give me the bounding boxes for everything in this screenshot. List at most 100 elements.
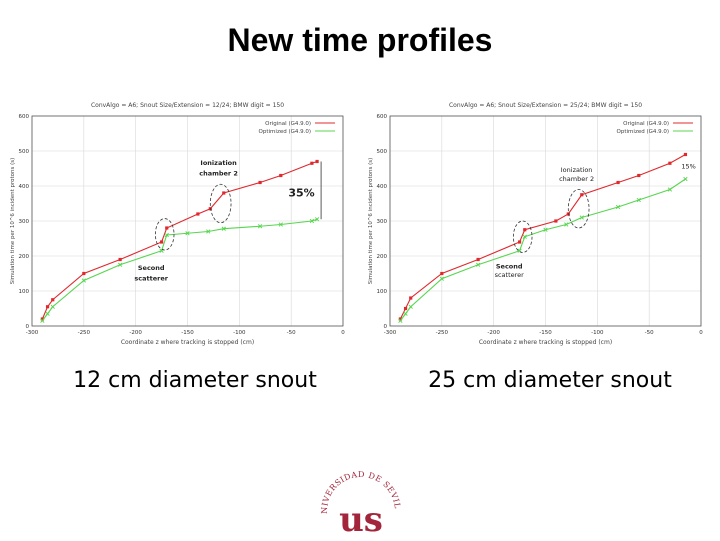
data-point (257, 224, 263, 229)
x-tick-label: -150 (539, 330, 552, 336)
data-point-stroke (278, 222, 283, 227)
chart-annotation: Ionization (561, 166, 593, 174)
slide-title: New time profiles (227, 22, 493, 58)
data-point (165, 226, 169, 230)
data-point (398, 318, 403, 323)
caption-25cm: 25 cm diameter snout (428, 368, 672, 393)
y-tick-label: 600 (377, 114, 388, 120)
x-tick-label: -300 (384, 330, 397, 336)
data-point (40, 317, 44, 321)
data-point (221, 226, 226, 231)
data-point (543, 227, 548, 232)
series-line (399, 178, 686, 322)
data-point-stroke (40, 318, 45, 323)
data-point (81, 278, 86, 283)
y-tick-label: 600 (19, 114, 30, 120)
data-point-stroke (517, 248, 522, 253)
data-point (439, 276, 444, 281)
data-point (668, 161, 672, 165)
plot-frame (389, 115, 702, 327)
highlight-ellipse (567, 189, 590, 229)
chart-annotation: Ionization (200, 159, 237, 167)
series-line (41, 160, 318, 320)
data-point (475, 262, 481, 267)
legend-label: Original (G4.9.0) (623, 121, 669, 127)
data-point-stroke (309, 218, 315, 224)
data-point (222, 191, 226, 195)
data-point-stroke (257, 224, 263, 229)
data-point-stroke (683, 176, 688, 182)
y-tick-label: 200 (377, 254, 388, 260)
data-point-stroke (206, 229, 211, 234)
data-point-stroke (81, 278, 86, 283)
data-point (554, 219, 558, 223)
data-point (409, 296, 413, 300)
data-point (309, 218, 315, 224)
data-point (258, 180, 262, 185)
data-point (82, 271, 86, 276)
data-point (522, 234, 527, 239)
plot-frame (31, 115, 344, 327)
x-tick-label: 0 (341, 330, 345, 336)
x-tick-label: -250 (436, 330, 449, 336)
data-point-stroke (185, 231, 190, 236)
university-seal-icon: UNIVERSIDAD DE SEVILLA us (314, 456, 402, 540)
y-tick-label: 100 (377, 289, 388, 295)
data-point (667, 187, 673, 192)
data-point (476, 257, 480, 262)
data-point (315, 159, 319, 164)
data-point-stroke (45, 311, 50, 316)
data-point (440, 271, 444, 276)
data-point-stroke (564, 222, 569, 227)
data-point-stroke (615, 204, 621, 210)
data-point (403, 306, 408, 311)
data-point (398, 317, 402, 321)
data-point (164, 232, 169, 238)
data-point (279, 173, 283, 178)
university-logo: UNIVERSIDAD DE SEVILLA us (314, 456, 404, 540)
y-tick-label: 300 (377, 219, 388, 225)
data-point (637, 173, 641, 178)
x-tick-label: -250 (78, 330, 91, 336)
data-point-stroke (667, 187, 673, 192)
data-point (45, 311, 50, 316)
data-point-stroke (314, 217, 320, 222)
data-point (615, 204, 621, 210)
data-point (580, 193, 584, 197)
chart-12cm-snout: 0 100 200 300 400 500 600 -300 -250 -200 -150 -100 -… (8, 98, 353, 353)
chart-annotation: scatterer (495, 271, 525, 279)
data-point (278, 222, 283, 227)
x-tick-label: 0 (699, 330, 703, 336)
x-axis-label: Coordinate z where tracking is stopped (… (479, 339, 612, 346)
data-point (206, 229, 211, 234)
data-point (636, 197, 641, 203)
x-tick-label: -150 (181, 330, 194, 336)
data-point (40, 318, 45, 323)
y-tick-label: 200 (19, 254, 30, 260)
chart-svg: 0 100 200 300 400 500 600 -300 -250 -200 -150 -100 -… (368, 102, 703, 346)
x-tick-label: -50 (645, 330, 654, 336)
chart-annotation: chamber 2 (199, 170, 238, 178)
chart-title: ConvAlgo = A6; Snout Size/Extension = 25… (449, 102, 642, 109)
y-tick-label: 400 (19, 184, 30, 190)
highlight-ellipse (209, 183, 232, 224)
data-point (117, 262, 123, 267)
chart-annotation: scatterer (134, 275, 168, 283)
data-point (683, 152, 688, 157)
x-tick-label: -200 (487, 330, 500, 336)
chart-25cm-snout: 0 100 200 300 400 500 600 -300 -250 -200 -150 -100 -… (366, 98, 711, 353)
y-tick-label: 0 (384, 324, 388, 330)
highlight-ellipse (154, 218, 175, 251)
data-point (118, 257, 122, 262)
legend-label: Optimized (G4.9.0) (259, 129, 311, 135)
y-tick-label: 400 (377, 184, 388, 190)
data-point-stroke (117, 262, 123, 267)
data-point (50, 304, 55, 309)
caption-12cm: 12 cm diameter snout (73, 368, 317, 393)
data-point (523, 228, 527, 232)
data-point (185, 231, 190, 236)
data-point (314, 217, 320, 222)
data-point (408, 304, 413, 309)
legend-label: Original (G4.9.0) (265, 121, 311, 127)
series-line (399, 154, 686, 320)
